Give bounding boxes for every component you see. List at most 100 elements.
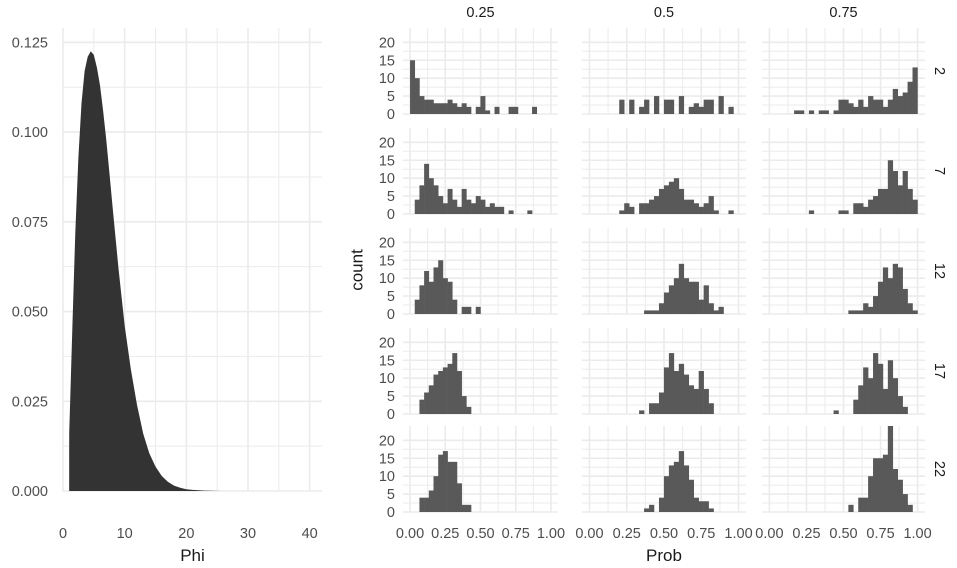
histogram-bar — [624, 203, 630, 214]
count-y-tick-label: 5 — [387, 189, 395, 205]
histogram-bar — [708, 508, 714, 512]
histogram-bar — [532, 106, 538, 114]
histogram-bar — [698, 106, 704, 114]
phi-y-ticks: 0.000 0.025 0.050 0.075 0.100 0.125 — [12, 35, 48, 500]
histogram-bar — [693, 388, 699, 414]
histogram-bar — [858, 99, 864, 114]
facet-panel — [582, 228, 746, 315]
histogram-bar — [673, 371, 680, 414]
histogram-bar — [649, 199, 655, 214]
count-y-tick-label: 20 — [379, 235, 395, 251]
histogram-bar — [494, 106, 500, 114]
histogram-bar — [658, 392, 665, 414]
count-y-tick-label: 0 — [387, 207, 395, 223]
histogram-bar — [848, 310, 854, 314]
histogram-bar — [663, 476, 670, 512]
histogram-bar — [668, 353, 675, 414]
histogram-bar — [877, 99, 884, 114]
histogram-bar — [447, 363, 453, 414]
histogram-bar — [442, 451, 448, 512]
histogram-bar — [892, 171, 898, 214]
histogram-bar — [673, 461, 680, 512]
count-y-tick-label: 0 — [387, 107, 395, 123]
histogram-bar — [907, 504, 913, 512]
histogram-bar — [693, 203, 699, 214]
count-y-tick-label: 15 — [379, 353, 395, 369]
histogram-bar — [658, 497, 665, 512]
histogram-bar — [683, 278, 690, 314]
histogram-bar — [424, 497, 430, 512]
histogram-bar — [644, 203, 650, 214]
histogram-bar — [708, 403, 714, 414]
prob-histogram-facets: 0.25 0.5 0.75 2 7 12 17 22 0 5 10 15 20 0 5 10 15 20 0 5 1… — [347, 5, 947, 565]
prob-x-tick-label: 0.50 — [650, 526, 678, 542]
histogram-bar — [873, 296, 879, 314]
histogram-bar — [877, 188, 884, 214]
histogram-bar — [713, 210, 719, 214]
histogram-bar — [452, 353, 458, 414]
histogram-bar — [892, 263, 898, 314]
count-y-tick-label: 5 — [387, 289, 395, 305]
histogram-bar — [887, 99, 894, 114]
histogram-bar — [466, 199, 472, 214]
count-y-tick-label: 10 — [379, 271, 395, 287]
histogram-bar — [728, 210, 734, 214]
histogram-bar — [897, 267, 903, 314]
count-y-tick-label: 5 — [387, 389, 395, 405]
histogram-bar — [644, 508, 650, 512]
histogram-bar — [902, 171, 908, 214]
histogram-bar — [414, 78, 420, 114]
histogram-bar — [428, 178, 434, 214]
histogram-bar — [419, 497, 425, 512]
prob-x-tick-label: 0.75 — [866, 526, 894, 542]
histogram-bar — [823, 110, 829, 114]
histogram-bar — [658, 303, 665, 314]
phi-x-tick-label: 0 — [59, 526, 67, 542]
histogram-bar — [902, 494, 908, 512]
histogram-bar — [649, 310, 655, 314]
histogram-bar — [494, 206, 500, 214]
histogram-bar — [863, 206, 869, 214]
histogram-bar — [897, 185, 903, 214]
histogram-bar — [833, 410, 839, 414]
histogram-bar — [683, 374, 690, 414]
histogram-bar — [703, 99, 709, 114]
histogram-bar — [658, 188, 665, 214]
phi-y-tick-label: 0.000 — [12, 484, 48, 500]
histogram-bar — [438, 196, 444, 214]
count-y-tick-label: 20 — [379, 335, 395, 351]
histogram-bar — [907, 188, 913, 214]
histogram-bar — [887, 426, 894, 512]
facet-panel — [762, 328, 925, 415]
histogram-bar — [912, 67, 918, 114]
count-y-tick-label: 15 — [379, 53, 395, 69]
histogram-bar — [668, 465, 675, 512]
histogram-bar — [480, 96, 486, 114]
phi-density-area — [69, 51, 221, 492]
histogram-bar — [410, 60, 416, 114]
facet-panel — [582, 28, 746, 115]
histogram-bar — [447, 188, 453, 214]
histogram-bar — [858, 203, 864, 214]
facet-panel — [762, 28, 925, 115]
count-y-tick-label: 10 — [379, 371, 395, 387]
count-y-tick-label: 5 — [387, 89, 395, 105]
histogram-bar — [456, 106, 462, 114]
histogram-bar — [527, 210, 533, 214]
histogram-bar — [693, 497, 699, 512]
histogram-bar — [485, 110, 491, 114]
histogram-bar — [902, 406, 908, 414]
histogram-bar — [897, 396, 903, 414]
histogram-bar — [902, 92, 908, 114]
histogram-bar — [703, 501, 709, 512]
histogram-bar — [475, 306, 481, 314]
histogram-bar — [461, 103, 467, 114]
histogram-bar — [799, 110, 805, 114]
histogram-bar — [718, 306, 724, 314]
histogram-bar — [912, 310, 918, 314]
histogram-bar — [442, 203, 448, 214]
histogram-bar — [428, 385, 434, 414]
histogram-bar — [873, 458, 879, 512]
histogram-bar — [688, 106, 695, 114]
row-strip-label: 2 — [931, 67, 947, 75]
